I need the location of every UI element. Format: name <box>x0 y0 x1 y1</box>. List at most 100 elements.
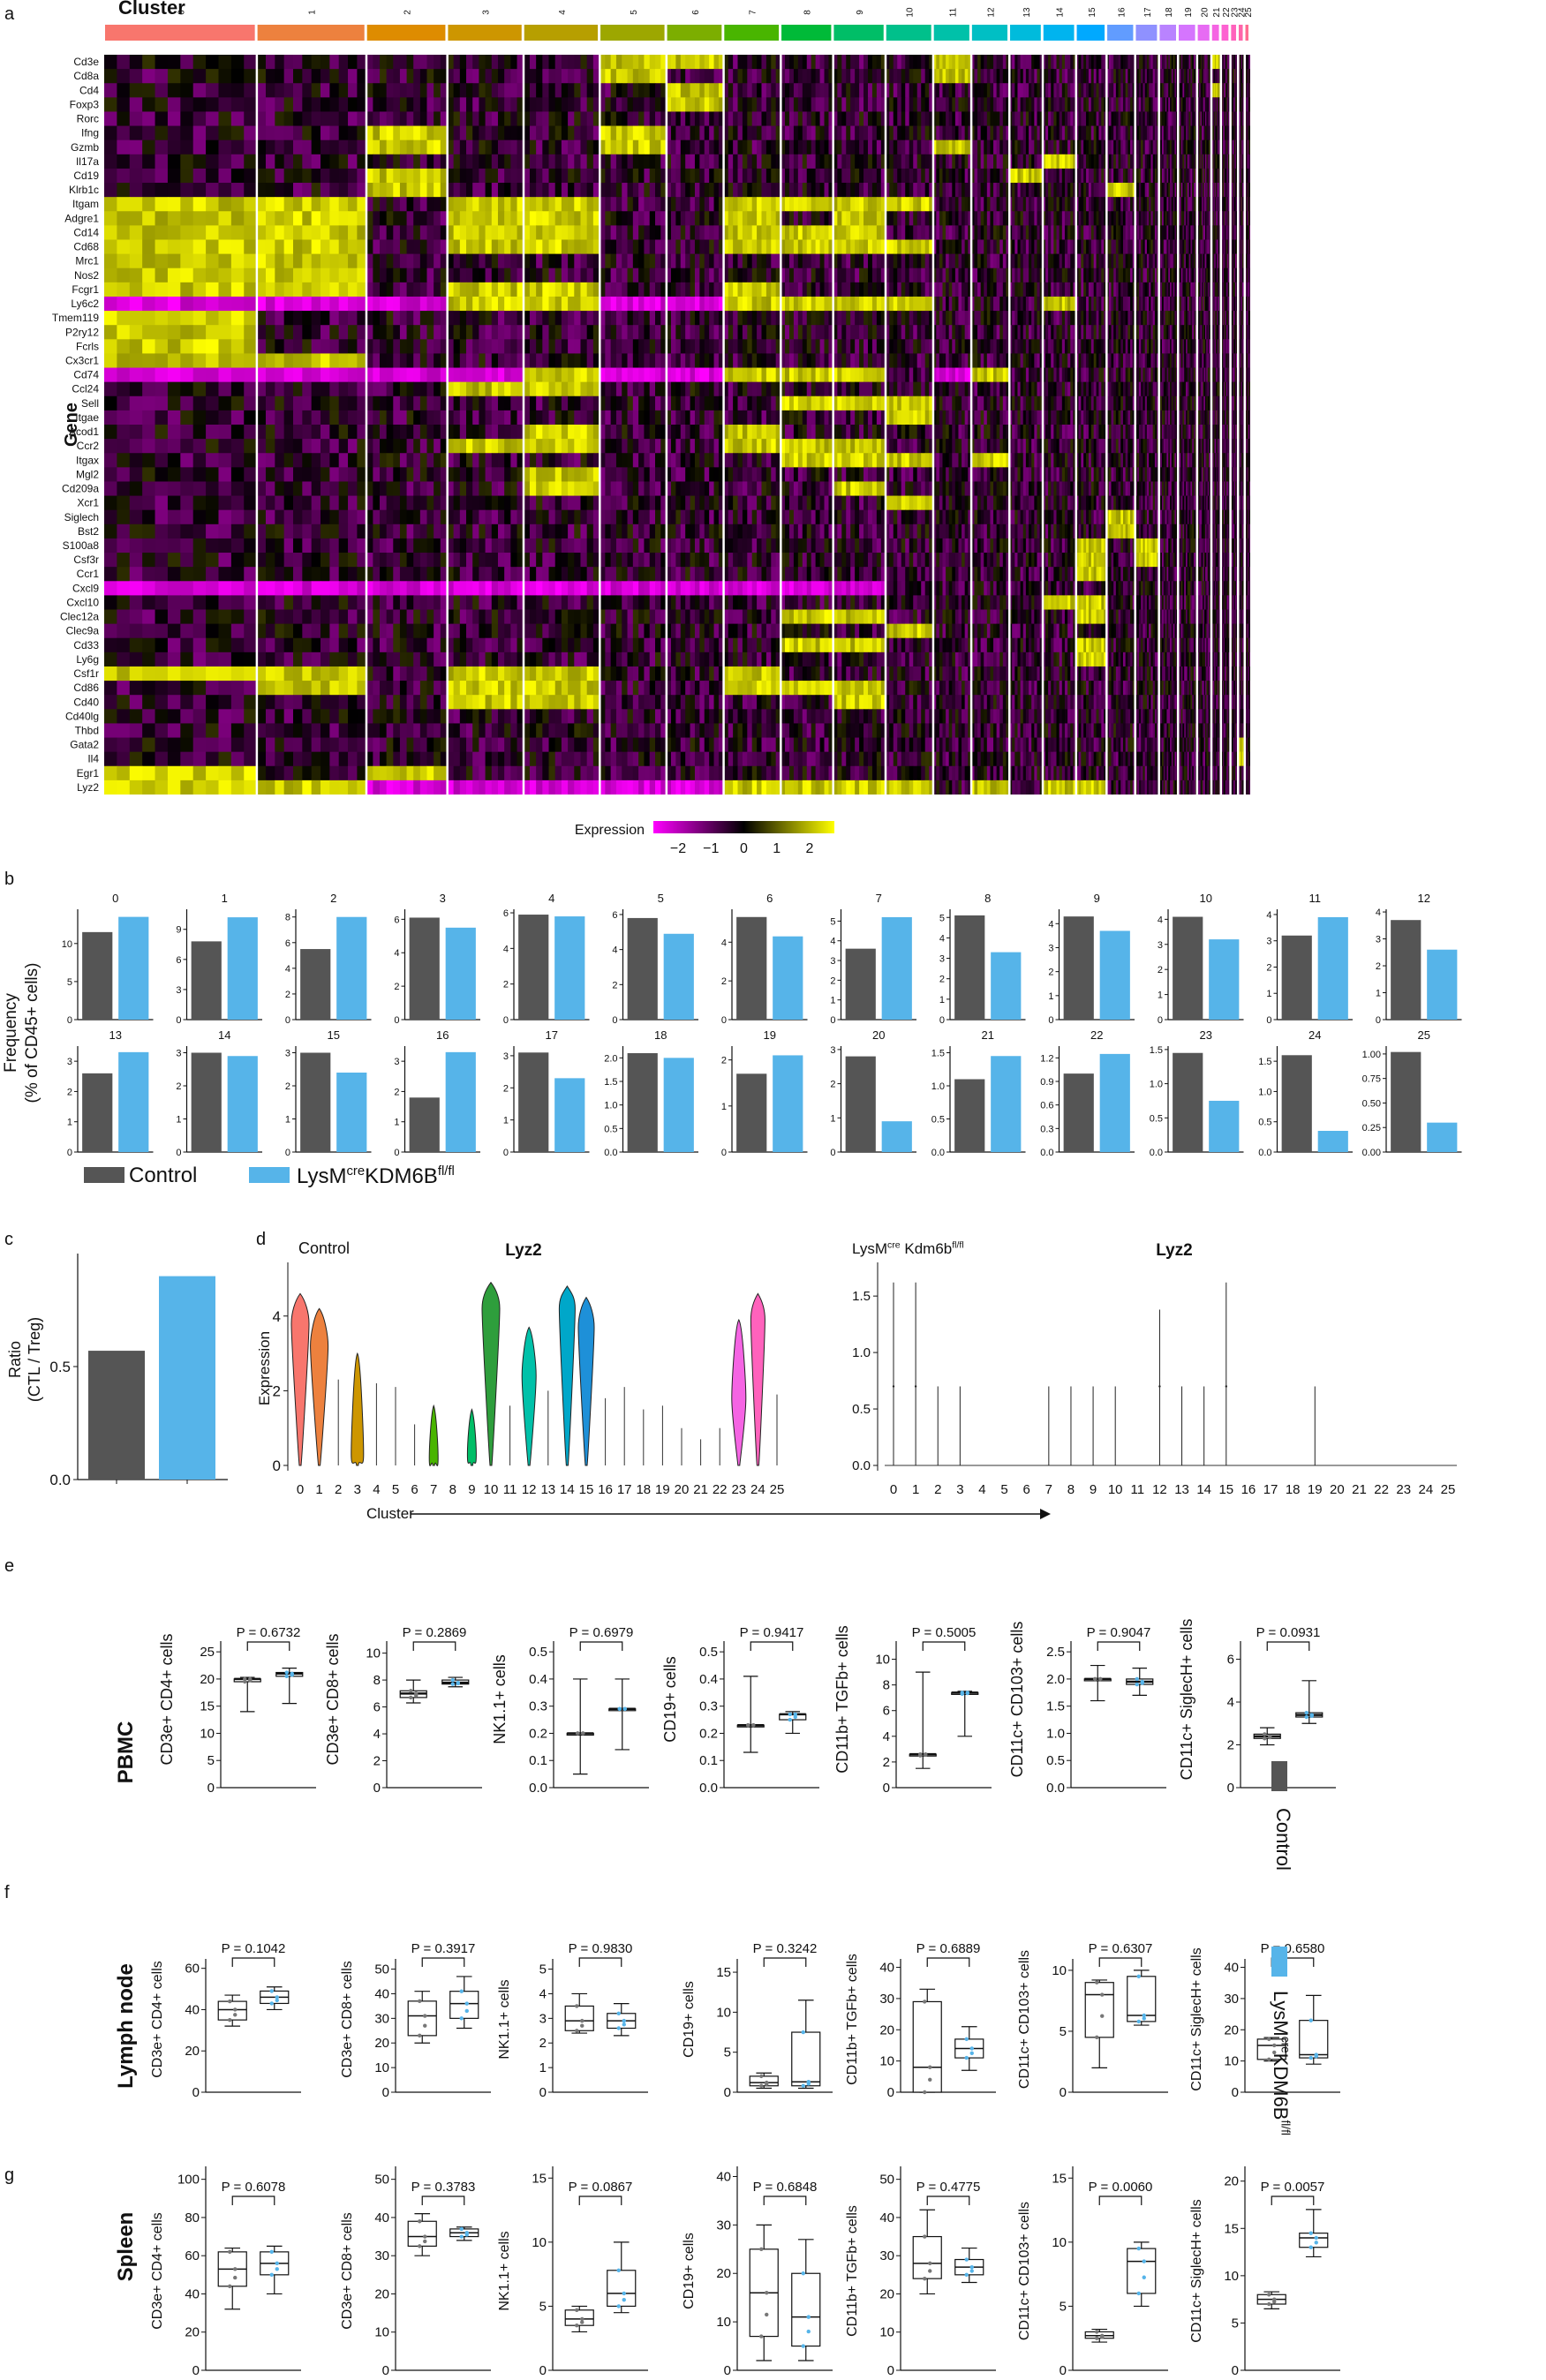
panel-letter-a: a <box>4 4 15 24</box>
heatmap-cell <box>117 140 130 155</box>
heatmap-cell <box>837 169 841 184</box>
heatmap-cell <box>622 240 628 255</box>
heatmap-cell <box>329 225 339 240</box>
heatmap-cell <box>709 55 714 70</box>
heatmap-cell <box>681 69 686 84</box>
heatmap-cell <box>901 197 906 212</box>
heatmap-cell <box>1062 183 1066 198</box>
heatmap-cell <box>206 183 219 198</box>
heatmap-cell <box>709 183 714 198</box>
heatmap-cell <box>709 225 714 240</box>
heatmap-cell <box>771 55 776 70</box>
heatmap-cell <box>206 240 219 255</box>
heatmap-cell <box>1017 254 1021 269</box>
heatmap-cell <box>695 268 700 283</box>
heatmap-cell <box>728 111 734 126</box>
heatmap-cell <box>1065 225 1068 240</box>
heatmap-cell <box>974 97 977 112</box>
heatmap-cell <box>868 197 872 212</box>
heatmap-cell <box>486 169 493 184</box>
heatmap-cell <box>193 83 207 98</box>
heatmap-cell <box>472 211 479 226</box>
heatmap-cell <box>846 55 850 70</box>
heatmap-cell <box>987 69 991 84</box>
heatmap-cell <box>1037 169 1040 184</box>
heatmap-cell <box>1060 69 1063 84</box>
heatmap-cell <box>650 69 656 84</box>
heatmap-cell <box>293 83 303 98</box>
heatmap-cell <box>1053 197 1057 212</box>
heatmap-cell <box>997 225 1000 240</box>
heatmap-cell <box>510 254 517 269</box>
heatmap-cell <box>974 83 977 98</box>
heatmap-cell <box>580 225 587 240</box>
heatmap-cell <box>605 69 611 84</box>
heatmap-cell <box>413 169 420 184</box>
heatmap-cell <box>714 240 720 255</box>
heatmap-cell <box>1003 154 1007 169</box>
heatmap-cell <box>155 240 169 255</box>
heatmap-cell <box>321 83 330 98</box>
heatmap-cell <box>168 69 181 84</box>
heatmap-cell <box>104 126 117 141</box>
heatmap-cell <box>946 83 949 98</box>
heatmap-cell <box>949 111 953 126</box>
heatmap-cell <box>275 169 284 184</box>
heatmap-cell <box>1014 154 1018 169</box>
heatmap-cell <box>638 55 645 70</box>
heatmap-cell <box>266 268 275 283</box>
heatmap-cell <box>357 211 366 226</box>
heatmap-cell <box>987 126 991 141</box>
heatmap-cell <box>917 268 922 283</box>
heatmap-cell <box>1097 97 1099 112</box>
heatmap-cell <box>709 126 714 141</box>
heatmap-cell <box>644 268 650 283</box>
heatmap-cell <box>993 111 997 126</box>
heatmap-cell <box>681 254 686 269</box>
heatmap-cell <box>761 55 766 70</box>
heatmap-cell <box>180 69 193 84</box>
heatmap-cell <box>420 254 427 269</box>
heatmap-cell <box>427 225 434 240</box>
heatmap-cell <box>952 97 955 112</box>
heatmap-cell <box>946 97 949 112</box>
heatmap-cell <box>997 154 1000 169</box>
heatmap-cell <box>628 254 634 269</box>
heatmap-cell <box>690 55 696 70</box>
heatmap-cell <box>1014 97 1018 112</box>
heatmap-cell <box>1012 140 1015 155</box>
heatmap-cell <box>909 97 914 112</box>
heatmap-cell <box>681 211 686 226</box>
heatmap-cell <box>155 111 169 126</box>
heatmap-cell <box>302 69 312 84</box>
heatmap-cell <box>486 83 493 98</box>
heatmap-cell <box>761 169 766 184</box>
heatmap-cell <box>1026 97 1029 112</box>
heatmap-cell <box>913 268 917 283</box>
heatmap-cell <box>628 240 634 255</box>
heatmap-cell <box>1003 211 1007 226</box>
heatmap-cell <box>142 240 155 255</box>
heatmap-cell <box>231 211 245 226</box>
heatmap-cell <box>1101 268 1104 283</box>
heatmap-cell <box>699 197 705 212</box>
heatmap-cell <box>977 140 981 155</box>
heatmap-cell <box>536 154 543 169</box>
heatmap-cell <box>504 140 511 155</box>
heatmap-cell <box>889 254 894 269</box>
heatmap-cell <box>655 225 661 240</box>
heatmap-cell <box>574 169 581 184</box>
heatmap-cell <box>413 140 420 155</box>
heatmap-cell <box>611 154 617 169</box>
heatmap-cell <box>939 140 943 155</box>
heatmap-cell <box>1098 154 1101 169</box>
heatmap-cell <box>1094 69 1097 84</box>
heatmap-cell <box>761 140 766 155</box>
heatmap-cell <box>850 254 855 269</box>
heatmap-cell <box>357 154 366 169</box>
heatmap-cell <box>859 83 863 98</box>
heatmap-cell <box>466 211 473 226</box>
heatmap-cell <box>130 111 143 126</box>
heatmap-cell <box>555 83 562 98</box>
heatmap-cell <box>605 97 611 112</box>
